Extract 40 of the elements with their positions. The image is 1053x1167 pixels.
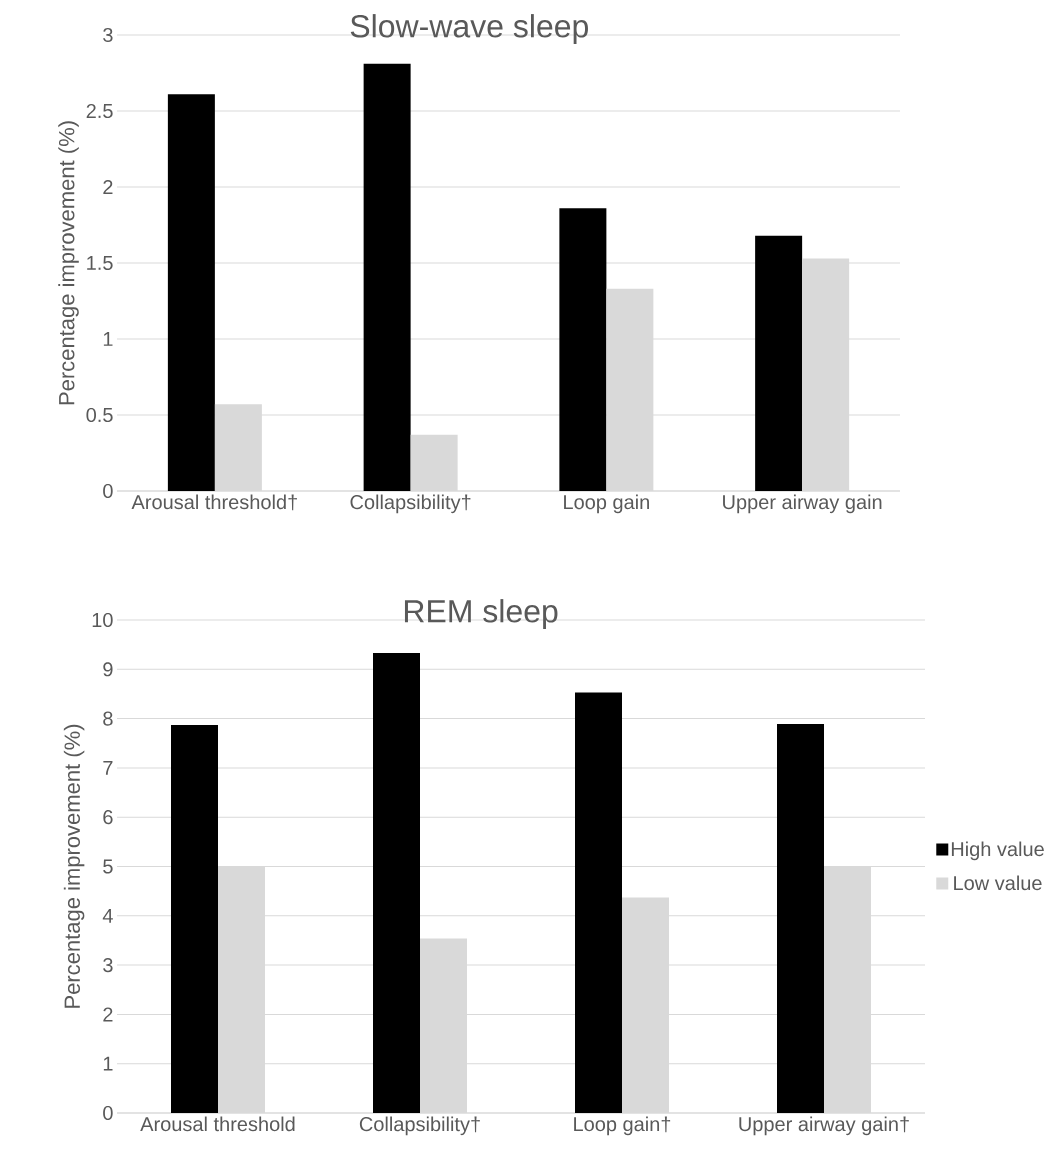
bar (373, 653, 420, 1113)
bar (755, 235, 803, 491)
x-tick-label: Collapsibility† (359, 1116, 480, 1136)
chart-title: REM sleep (404, 599, 558, 629)
bar (559, 208, 607, 491)
y-tick-label: 8 (103, 711, 113, 726)
y-tick-label: 3 (103, 27, 113, 43)
y-tick-label: 5 (103, 859, 113, 874)
y-tick-label: 7 (103, 761, 113, 775)
x-tick-label: Arousal threshold† (131, 494, 297, 511)
y-tick-label: 9 (103, 662, 113, 677)
legend-label: Low value (954, 875, 1042, 891)
y-axis-title: Percentage improvement (%) (58, 121, 79, 405)
y-tick-label: 3 (103, 958, 113, 973)
y-tick-label: 2 (103, 180, 113, 194)
bar (363, 63, 411, 491)
y-tick-label: 1 (103, 332, 113, 346)
y-tick-label: 4 (102, 908, 113, 923)
bar (171, 725, 218, 1113)
x-tick-label: Loop gain† (574, 1116, 671, 1136)
bar (777, 724, 825, 1113)
y-tick-label: 0.5 (86, 407, 113, 423)
x-tick-label: Upper airway gain (723, 494, 882, 514)
y-tick-label: 0 (103, 483, 113, 499)
x-tick-label: Arousal threshold (140, 1116, 295, 1132)
y-axis-title: Percentage improvement (%) (63, 724, 85, 1008)
y-tick-label: 0 (103, 1105, 113, 1121)
y-tick-label: 10 (92, 612, 113, 628)
bar (167, 94, 215, 491)
y-tick-label: 2 (103, 1007, 113, 1022)
legend-label: High value (951, 841, 1044, 861)
chart-title: Slow-wave sleep (350, 14, 588, 44)
y-tick-label: 1 (103, 1056, 113, 1071)
x-tick-label: Loop gain (564, 494, 649, 514)
y-tick-label: 1.5 (87, 256, 113, 270)
x-tick-label: Collapsibility† (350, 494, 471, 514)
x-tick-label: Upper airway gain† (739, 1116, 909, 1136)
bar (575, 692, 622, 1113)
y-tick-label: 6 (103, 810, 113, 825)
y-tick-label: 2.5 (86, 103, 113, 119)
